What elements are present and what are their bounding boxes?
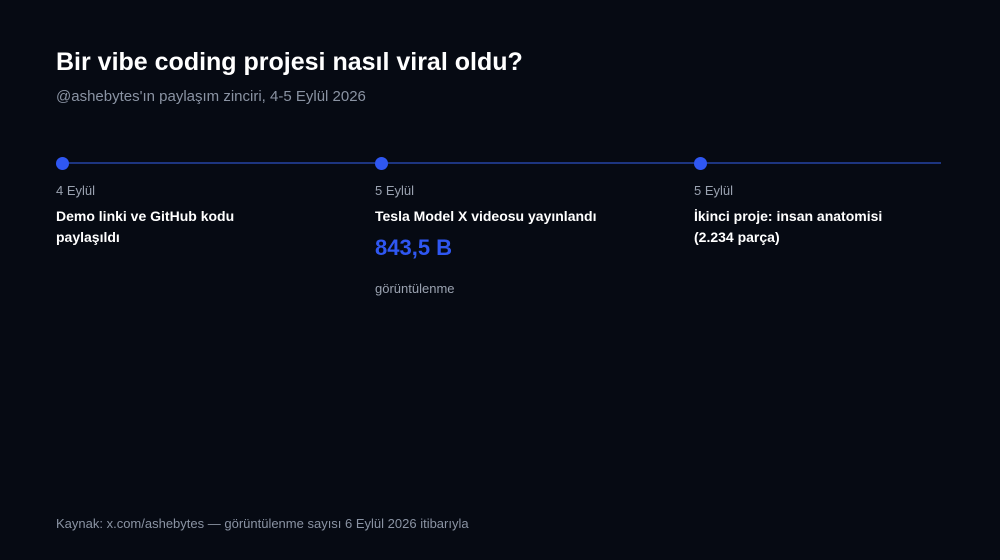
event-title: İkinci proje: insan anatomisi (2.234 parç… bbox=[694, 206, 882, 248]
stat-label: görüntülenme bbox=[375, 281, 455, 296]
event-date: 5 Eylül bbox=[694, 183, 734, 198]
timeline-line bbox=[63, 162, 375, 164]
title: Bir vibe coding projesi nasıl viral oldu… bbox=[56, 48, 523, 76]
timeline-line bbox=[382, 162, 694, 164]
timeline-line bbox=[701, 162, 941, 164]
event-title-line: Demo linki ve GitHub kodu bbox=[56, 208, 235, 224]
timeline-dot bbox=[694, 157, 707, 170]
event-title-line: İkinci proje: insan anatomisi bbox=[694, 208, 883, 224]
timeline-dot bbox=[56, 157, 69, 170]
source-note: Kaynak: x.com/ashebytes — görüntülenme s… bbox=[56, 516, 469, 531]
event-title: Demo linki ve GitHub kodu paylaşıldı bbox=[56, 206, 234, 248]
subtitle: @ashebytes'ın paylaşım zinciri, 4-5 Eylü… bbox=[56, 88, 366, 105]
stat-value: 843,5 B bbox=[375, 235, 453, 260]
event-title-line: Tesla Model X videosu yayınlandı bbox=[375, 208, 597, 224]
event-title-line: paylaşıldı bbox=[56, 229, 120, 245]
timeline-dot bbox=[375, 157, 388, 170]
event-date: 5 Eylül bbox=[375, 183, 415, 198]
event-date: 4 Eylül bbox=[56, 183, 96, 198]
event-title-line: (2.234 parça) bbox=[694, 229, 780, 245]
event-title: Tesla Model X videosu yayınlandı bbox=[375, 206, 596, 227]
